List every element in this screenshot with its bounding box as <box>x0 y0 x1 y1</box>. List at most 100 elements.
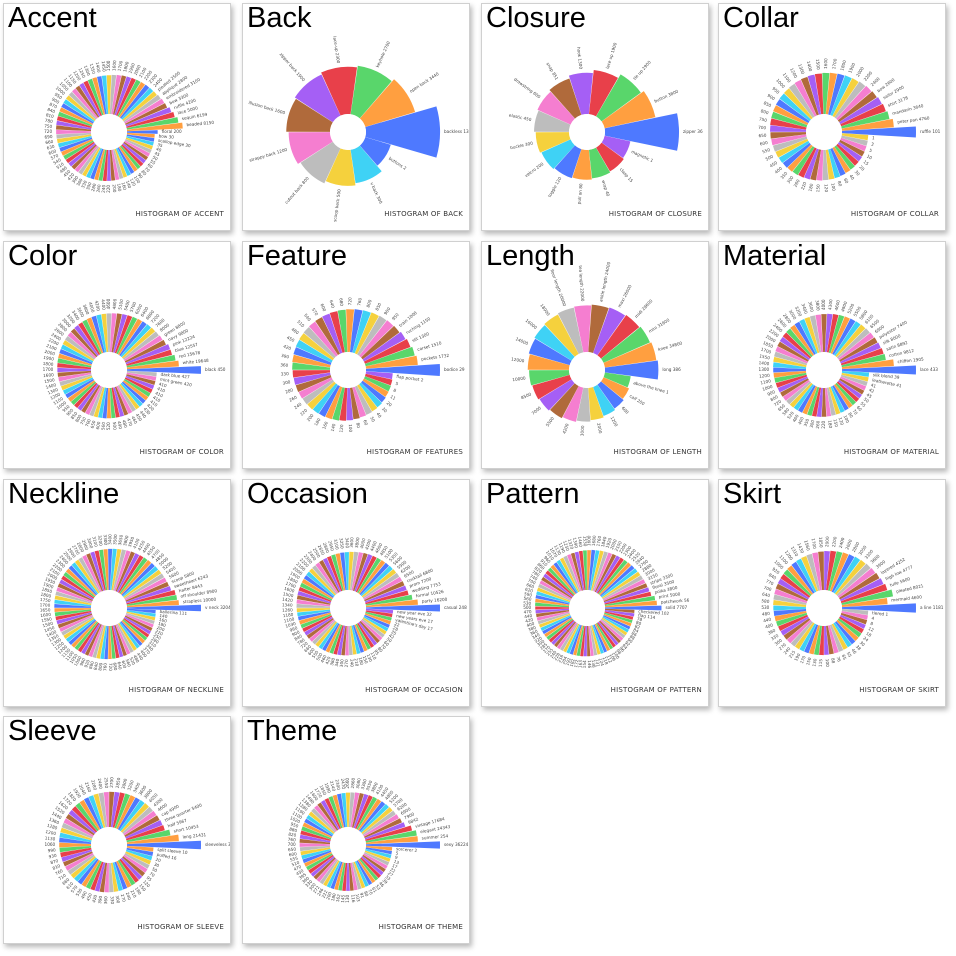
bar-category-67 <box>588 625 594 656</box>
bar-category-53 <box>835 382 857 406</box>
bar-pink <box>125 344 171 365</box>
panel-title: Closure <box>486 3 586 34</box>
value-label-flap-pocket: flap pocket 2 <box>396 374 424 383</box>
bar-category-26 <box>86 553 104 592</box>
bar-category-57 <box>841 610 868 620</box>
bar-category-16 <box>351 792 364 828</box>
bar-buttons <box>359 137 391 166</box>
bar-category-38 <box>296 603 331 608</box>
value-label-category-71: 112 <box>605 654 613 664</box>
bar-polyester <box>839 337 878 362</box>
bar-category-62 <box>354 624 368 652</box>
bar-category-51 <box>834 621 856 645</box>
value-label-category-39: 215 <box>788 649 797 659</box>
bar-category-31 <box>68 565 98 596</box>
value-label-category-41: 1100 <box>52 396 64 406</box>
bar-category-14 <box>329 311 345 353</box>
value-label-category-43: 960 <box>289 625 299 633</box>
value-label-category-18: 510 <box>296 319 305 328</box>
bar-category-48 <box>61 616 94 636</box>
value-label-category-44: 900 <box>65 407 74 417</box>
value-label-knee: knee 34800 <box>657 340 683 352</box>
bar-category-37 <box>58 372 92 382</box>
bar-category-17 <box>103 792 109 828</box>
bar-category-28 <box>312 565 338 595</box>
bar-category-15 <box>807 74 822 115</box>
value-label-category-26: 1150 <box>67 73 77 85</box>
value-label-category-61: 61 <box>371 886 378 893</box>
bar-category-32 <box>773 371 807 378</box>
value-label-category-28: 240 <box>293 401 303 410</box>
value-label-category-30: 1200 <box>45 829 57 836</box>
bar-category-33 <box>792 146 815 176</box>
value-label-category-23: 1000 <box>773 559 784 570</box>
bar-category-47 <box>316 858 337 883</box>
bar-category-22 <box>79 799 101 831</box>
panel-title: Neckline <box>8 479 120 510</box>
value-label-category-54: 240 <box>101 184 107 193</box>
value-label-category-46: 780 <box>296 637 306 646</box>
value-label-category-36: 300 <box>774 638 784 647</box>
value-label-category-25: 3200 <box>66 313 77 325</box>
value-label-category-22: 3100 <box>333 539 340 551</box>
bar-category-23 <box>783 569 812 597</box>
value-label-category-70: 400 <box>139 649 148 659</box>
bar-category-43 <box>306 853 333 871</box>
bar-blue <box>126 349 172 366</box>
bar-category-56 <box>341 625 347 656</box>
value-label-category-60: 180 <box>358 657 365 666</box>
value-label-category-20: 2470 <box>340 778 346 789</box>
histogram-panel-accent: floral 200 beaded 8150 sequin 6199 lace 500… <box>3 3 231 231</box>
bar-category-39 <box>56 134 92 144</box>
value-label-category-69: 124 <box>598 657 605 666</box>
value-label-category-12: 5100 <box>383 548 394 560</box>
bar-category-21 <box>588 549 596 591</box>
bar-category-12 <box>830 316 850 354</box>
bar-category-49 <box>841 133 869 141</box>
value-label-category-10: 2760 <box>638 558 650 569</box>
value-label-category-22: 1100 <box>778 554 789 566</box>
bar-category-26 <box>777 341 809 362</box>
bar-category-49 <box>828 386 841 415</box>
bar-halter <box>126 590 176 605</box>
value-label-category-69: 440 <box>136 652 145 662</box>
value-label-category-23: 1530 <box>582 536 587 547</box>
value-label-category-39: 600 <box>288 851 297 857</box>
bar-snap <box>549 78 582 119</box>
bar-category-59 <box>353 861 366 889</box>
value-label-category-47: 420 <box>525 617 534 624</box>
bar-toggle <box>554 145 582 179</box>
value-label-category-21: 1200 <box>784 549 794 561</box>
bar-category-14 <box>826 550 837 591</box>
bar-category-46 <box>71 144 97 170</box>
value-label-category-11: 760 <box>356 297 362 306</box>
bar-category-31 <box>304 818 333 837</box>
bar-cutout-back <box>300 141 341 184</box>
histogram-caption: HISTOGRAM OF BACK <box>384 210 463 218</box>
value-label-category-63: 80 <box>140 169 147 177</box>
bar-category-34 <box>57 363 92 370</box>
bar-category-79 <box>126 611 156 621</box>
bar-category-68 <box>364 851 390 866</box>
value-label-category-42: 150 <box>805 657 812 666</box>
bar-category-53 <box>117 859 136 886</box>
value-label-category-8: 900 <box>383 306 392 316</box>
bar-category-32 <box>550 564 576 595</box>
bar-category-19 <box>93 793 106 828</box>
bar-beaded <box>126 122 183 132</box>
value-label-category-74: new years eve 17 <box>396 613 434 624</box>
value-label-category-47: 5 <box>869 148 874 154</box>
value-label-category-20: 1200 <box>610 416 619 428</box>
bar-category-51 <box>68 619 97 645</box>
bar-category-9 <box>832 78 859 118</box>
value-label-category-19: 3400 <box>801 303 809 315</box>
value-label-category-29: 1280 <box>297 801 309 812</box>
value-label-checkered: checkered 102 <box>638 609 669 616</box>
value-label-category-38: 120 <box>824 184 829 192</box>
bar-category-32 <box>774 610 807 622</box>
bar-category-41 <box>77 858 99 885</box>
bar-category-22 <box>292 354 331 368</box>
bar-category-15 <box>113 313 128 353</box>
bar-category-56 <box>84 623 102 656</box>
bar-category-65 <box>122 143 146 164</box>
